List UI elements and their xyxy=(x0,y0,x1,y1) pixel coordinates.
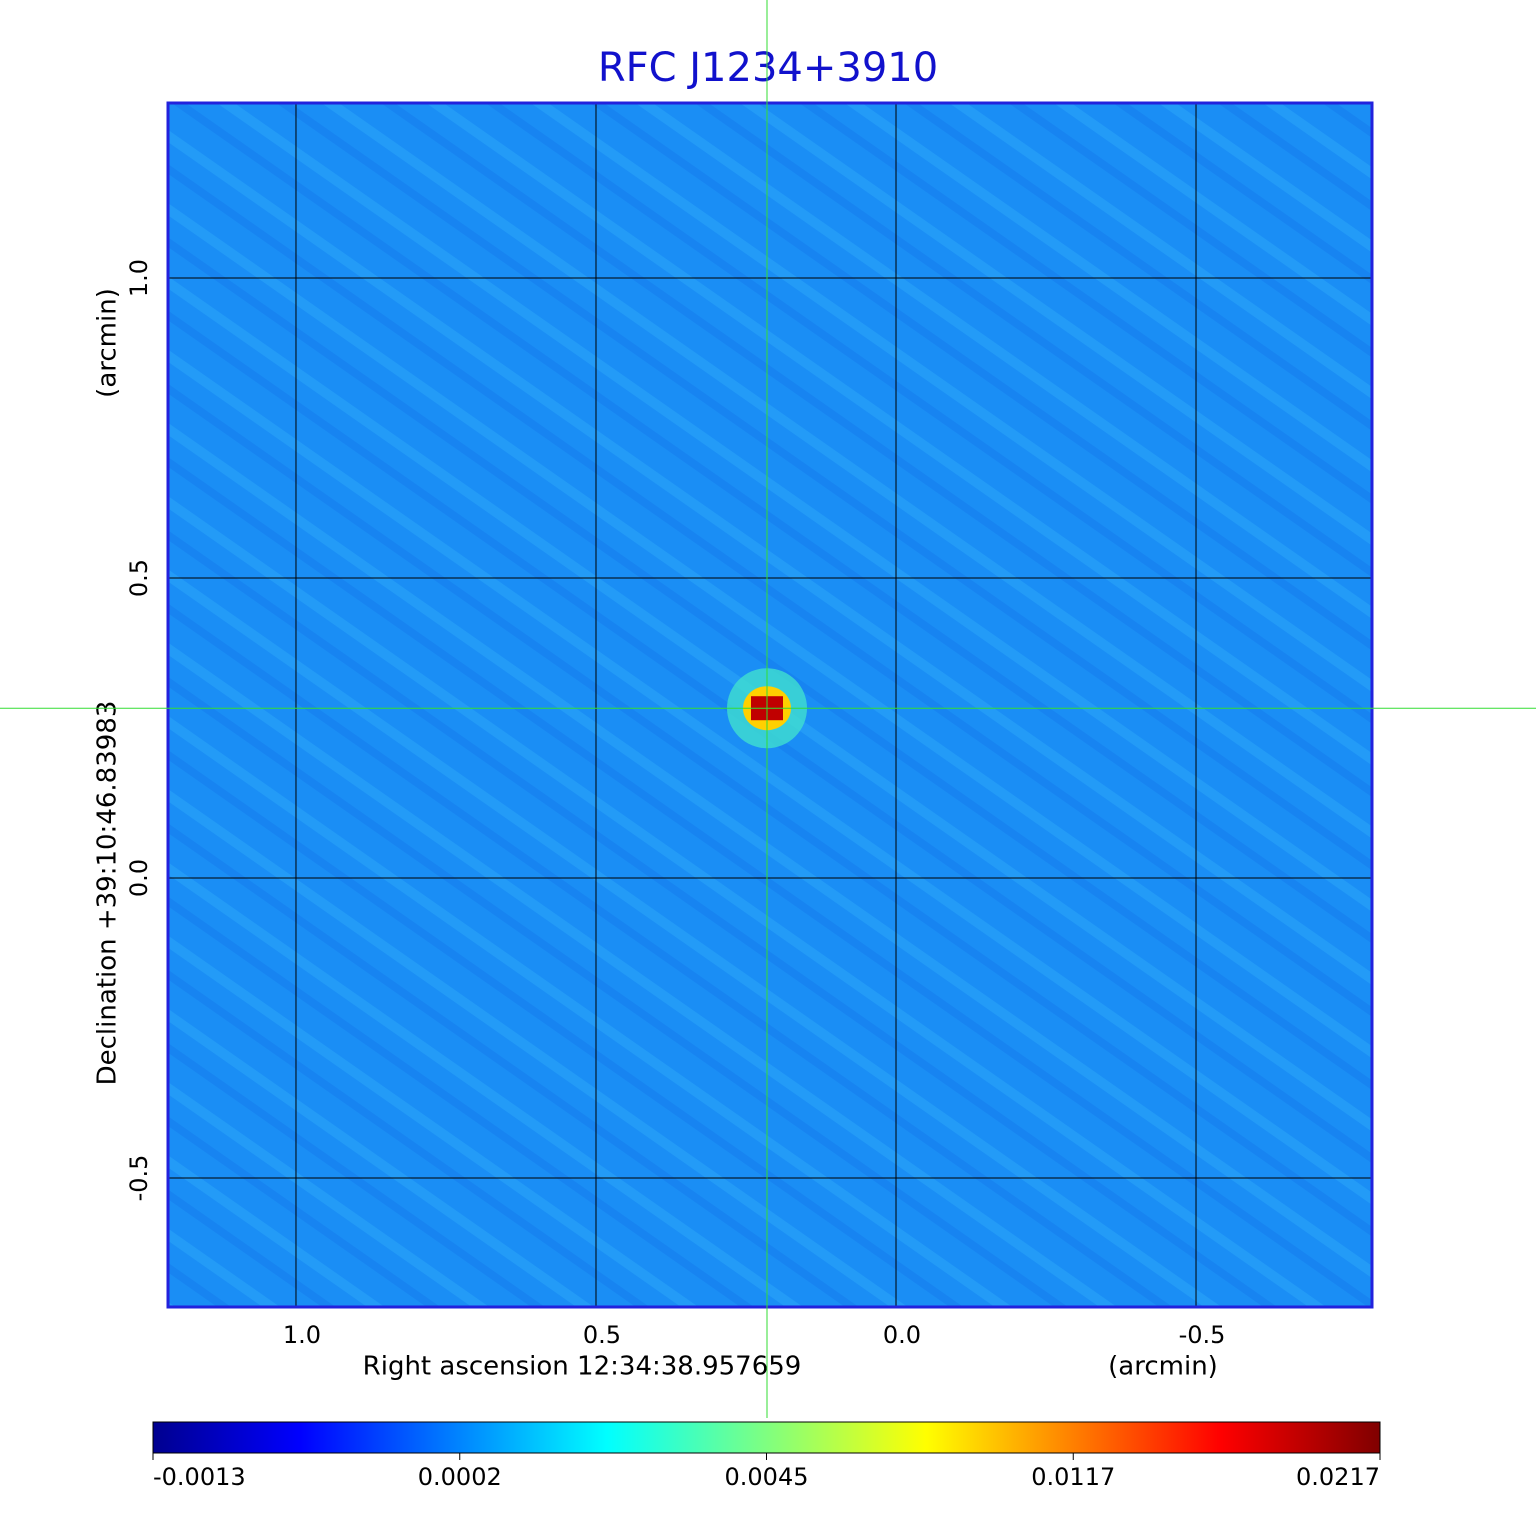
x-tick-label: -0.5 xyxy=(1179,1321,1226,1349)
x-tick-label: 0.5 xyxy=(583,1321,621,1349)
colorbar xyxy=(152,1421,1381,1454)
colorbar-tick-label: 0.0117 xyxy=(1031,1463,1115,1491)
crosshair xyxy=(0,0,1536,1418)
chart-title: RFC J1234+3910 xyxy=(598,45,938,91)
y-axis-unit: (arcmin) xyxy=(93,288,123,398)
colorbar-tick-label: -0.0013 xyxy=(153,1463,246,1491)
colorbar-tick-label: 0.0002 xyxy=(418,1463,502,1491)
y-tick-label: 0.0 xyxy=(125,859,153,897)
x-axis-unit: (arcmin) xyxy=(1108,1352,1218,1382)
grid xyxy=(168,103,1372,1307)
x-tick-label: 0.0 xyxy=(883,1321,921,1349)
y-tick-label: 1.0 xyxy=(125,259,153,297)
y-tick-label: -0.5 xyxy=(125,1155,153,1202)
plot-area xyxy=(168,103,1372,1307)
y-axis-label: Declination +39:10:46.83983 xyxy=(93,701,123,1086)
plot-frame xyxy=(166,101,1374,1309)
x-axis-label: Right ascension 12:34:38.957659 xyxy=(363,1352,802,1382)
colorbar-tick-label: 0.0217 xyxy=(1296,1463,1380,1491)
x-tick-label: 1.0 xyxy=(283,1321,321,1349)
y-tick-label: 0.5 xyxy=(125,559,153,597)
colorbar-tick-label: 0.0045 xyxy=(725,1463,809,1491)
